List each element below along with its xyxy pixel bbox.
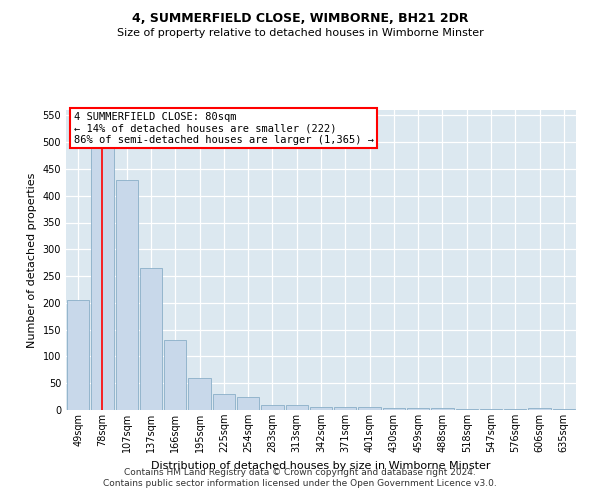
Bar	[116, 180, 138, 410]
Bar	[480, 409, 502, 410]
Bar	[334, 408, 356, 410]
Bar	[455, 409, 478, 410]
Bar	[407, 408, 430, 410]
Bar	[212, 394, 235, 410]
Y-axis label: Number of detached properties: Number of detached properties	[27, 172, 37, 348]
Bar	[383, 408, 405, 410]
Bar	[261, 404, 284, 410]
Bar	[529, 408, 551, 410]
Bar	[140, 268, 162, 410]
Bar	[504, 409, 526, 410]
Bar	[286, 404, 308, 410]
Bar	[188, 378, 211, 410]
Text: Contains HM Land Registry data © Crown copyright and database right 2024.
Contai: Contains HM Land Registry data © Crown c…	[103, 468, 497, 487]
Bar	[431, 408, 454, 410]
Text: 4 SUMMERFIELD CLOSE: 80sqm
← 14% of detached houses are smaller (222)
86% of sem: 4 SUMMERFIELD CLOSE: 80sqm ← 14% of deta…	[74, 112, 374, 144]
Bar	[164, 340, 187, 410]
Bar	[237, 396, 259, 410]
Text: Size of property relative to detached houses in Wimborne Minster: Size of property relative to detached ho…	[116, 28, 484, 38]
X-axis label: Distribution of detached houses by size in Wimborne Minster: Distribution of detached houses by size …	[151, 460, 491, 470]
Bar	[358, 408, 381, 410]
Bar	[67, 300, 89, 410]
Bar	[553, 409, 575, 410]
Bar	[310, 408, 332, 410]
Bar	[91, 148, 113, 410]
Text: 4, SUMMERFIELD CLOSE, WIMBORNE, BH21 2DR: 4, SUMMERFIELD CLOSE, WIMBORNE, BH21 2DR	[132, 12, 468, 26]
